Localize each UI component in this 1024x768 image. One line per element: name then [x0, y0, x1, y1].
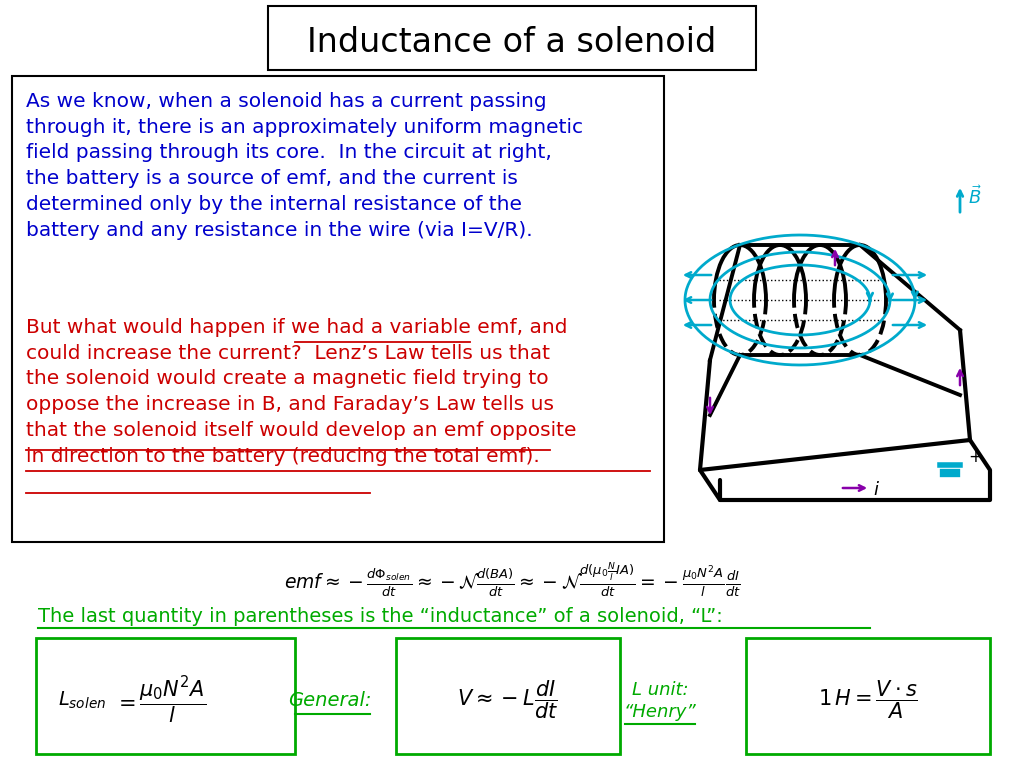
Text: General:: General:	[288, 690, 372, 710]
Text: But what would happen if we had a variable emf, and
could increase the current? : But what would happen if we had a variab…	[26, 318, 577, 465]
FancyBboxPatch shape	[396, 638, 620, 754]
Text: L unit:: L unit:	[632, 681, 688, 699]
Text: $= \dfrac{\mu_0 N^2 A}{l}$: $= \dfrac{\mu_0 N^2 A}{l}$	[114, 674, 206, 726]
Text: $\vec{B}$: $\vec{B}$	[968, 186, 982, 208]
Text: “Henry”: “Henry”	[624, 703, 696, 721]
Text: The last quantity in parentheses is the “inductance” of a solenoid, “L”:: The last quantity in parentheses is the …	[38, 607, 723, 625]
Text: $V \approx -L\dfrac{dI}{dt}$: $V \approx -L\dfrac{dI}{dt}$	[458, 679, 559, 721]
Text: $emf \approx -\frac{d\Phi_{solen}}{dt} \approx -\mathcal{N}\frac{d(BA)}{dt}\appr: $emf \approx -\frac{d\Phi_{solen}}{dt} \…	[284, 561, 740, 600]
Text: +: +	[968, 448, 982, 466]
Text: $1\,H = \dfrac{V \cdot s}{A}$: $1\,H = \dfrac{V \cdot s}{A}$	[818, 679, 918, 721]
Text: $i$: $i$	[873, 481, 880, 499]
FancyBboxPatch shape	[746, 638, 990, 754]
FancyBboxPatch shape	[12, 76, 664, 542]
Text: As we know, when a solenoid has a current passing
through it, there is an approx: As we know, when a solenoid has a curren…	[26, 92, 583, 240]
Text: $L_{solen}$: $L_{solen}$	[58, 690, 106, 710]
FancyBboxPatch shape	[268, 6, 756, 70]
Text: Inductance of a solenoid: Inductance of a solenoid	[307, 25, 717, 58]
FancyBboxPatch shape	[36, 638, 295, 754]
